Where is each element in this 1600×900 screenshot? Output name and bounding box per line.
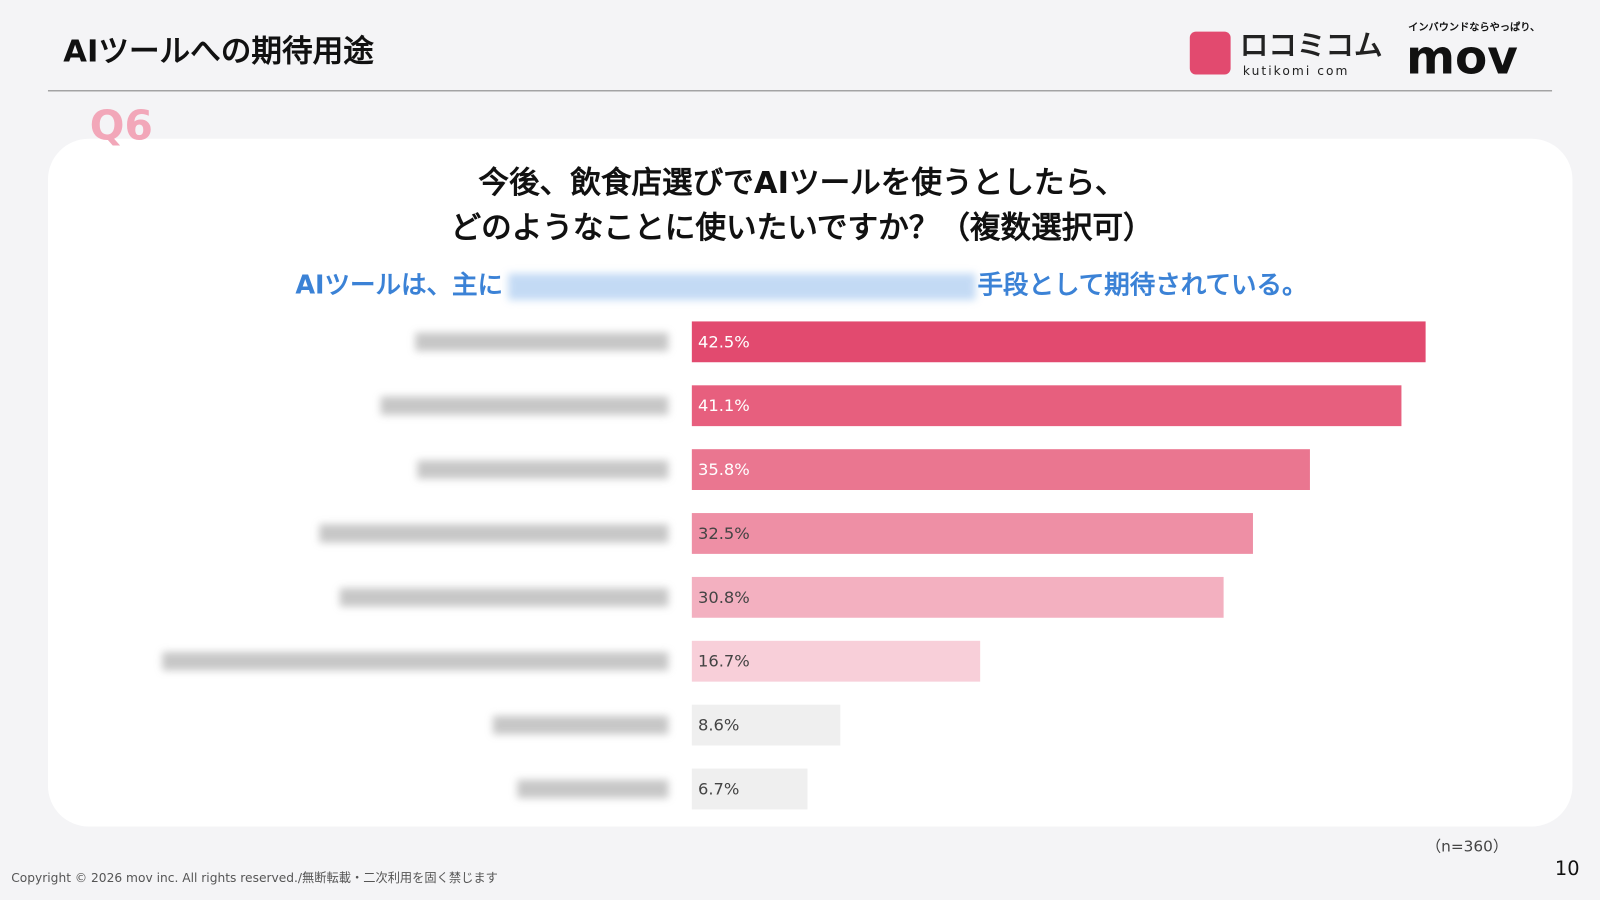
blurred-category-label	[415, 332, 669, 352]
blurred-category-label	[380, 396, 669, 415]
blurred-category-label	[339, 588, 669, 607]
value-label: 6.7%	[698, 780, 739, 799]
blurred-category-label	[417, 460, 669, 479]
value-label: 42.5%	[698, 332, 750, 351]
chart-title: 今後、飲食店選びでAIツールを使うとしたら、	[478, 165, 1125, 201]
bar	[691, 385, 1402, 427]
bar	[691, 449, 1310, 490]
question-number: Q6	[90, 102, 153, 150]
page-title: AIツールへの期待用途	[63, 34, 374, 70]
value-label: 32.5%	[698, 524, 750, 543]
sample-note: （n=360）	[1426, 837, 1508, 855]
value-label: 35.8%	[698, 460, 750, 479]
chart-title: どのようなことに使いたいですか？（複数選択可）	[450, 211, 1153, 246]
page-number: 10	[1555, 857, 1580, 880]
value-label: 41.1%	[698, 396, 750, 415]
blurred-text	[508, 273, 976, 300]
mov-tagline: インバウンドならやっぱり、	[1408, 21, 1540, 34]
bar	[691, 704, 841, 746]
bar	[691, 321, 1426, 363]
bar	[691, 768, 808, 810]
value-label: 16.7%	[698, 652, 750, 671]
value-label: 8.6%	[698, 716, 739, 735]
bar	[691, 640, 981, 682]
bar	[691, 513, 1253, 554]
bar	[691, 576, 1224, 618]
blurred-category-label	[162, 652, 669, 671]
logo-sub: kutikomi com	[1243, 64, 1350, 78]
blurred-category-label	[319, 524, 669, 543]
blurred-category-label	[492, 715, 669, 735]
blurred-category-label	[517, 779, 669, 799]
mov-logo: mov	[1406, 31, 1518, 86]
logo-main: ロコミコム	[1240, 28, 1383, 62]
copyright: Copyright © 2026 mov inc. All rights res…	[11, 870, 498, 885]
logo-icon	[1189, 31, 1231, 75]
subtitle: AIツールは、主に	[295, 271, 503, 301]
value-label: 30.8%	[698, 588, 750, 607]
subtitle: 手段として期待されている。	[978, 271, 1308, 301]
